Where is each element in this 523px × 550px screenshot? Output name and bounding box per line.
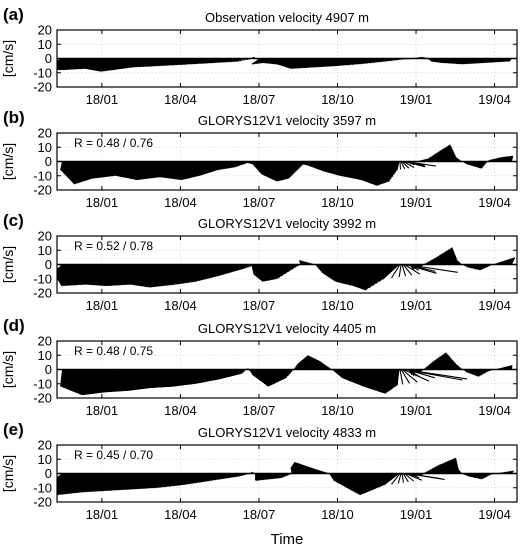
stick-vectors (57, 247, 516, 291)
x-tick-label: 18/01 (86, 92, 119, 107)
stick-series (57, 247, 516, 291)
y-tick-label: 0 (45, 257, 52, 272)
correlation-annotation: R = 0.45 / 0.70 (74, 448, 153, 462)
stick-series (60, 352, 513, 396)
panel-title: GLORYS12V1 velocity 3992 m (198, 216, 376, 231)
stick-vectors (60, 352, 513, 396)
y-axis-label: [cm/s] (0, 40, 16, 77)
stick-vectors (57, 457, 514, 496)
x-tick-label: 18/01 (86, 403, 119, 418)
x-tick-label: 18/01 (86, 195, 119, 210)
x-tick-label: 19/04 (478, 195, 511, 210)
y-tick-label: 20 (38, 126, 52, 141)
y-tick-label: -20 (33, 286, 52, 301)
x-tick-label: 18/07 (243, 507, 276, 522)
x-tick-label: 18/10 (321, 507, 354, 522)
x-tick-label: 19/04 (478, 92, 511, 107)
stick-series (57, 457, 514, 496)
panel-label: (d) (3, 316, 25, 335)
y-axis-label: [cm/s] (0, 455, 16, 492)
y-tick-label: 0 (45, 466, 52, 481)
y-tick-label: 20 (38, 334, 52, 349)
panel-title: GLORYS12V1 velocity 3597 m (198, 113, 376, 128)
y-tick-label: 10 (38, 140, 52, 155)
y-tick-label: 10 (38, 243, 52, 258)
y-tick-label: -20 (33, 183, 52, 198)
x-tick-label: 19/01 (400, 298, 433, 313)
y-axis-label: [cm/s] (0, 143, 16, 180)
y-tick-label: 10 (38, 348, 52, 363)
x-tick-label: 18/01 (86, 298, 119, 313)
y-axis-label: [cm/s] (0, 351, 16, 388)
panel-label: (c) (3, 211, 24, 230)
x-axis-label: Time (271, 531, 304, 548)
x-tick-label: 19/04 (478, 298, 511, 313)
y-tick-label: 10 (38, 452, 52, 467)
x-tick-label: 18/04 (164, 195, 197, 210)
x-tick-label: 18/07 (243, 298, 276, 313)
x-tick-label: 19/01 (400, 195, 433, 210)
x-tick-label: 18/04 (164, 403, 197, 418)
y-tick-label: -20 (33, 80, 52, 95)
correlation-annotation: R = 0.48 / 0.75 (74, 344, 153, 358)
y-tick-label: -10 (33, 480, 52, 495)
y-tick-label: 0 (45, 362, 52, 377)
panel-label: (e) (3, 420, 24, 439)
x-tick-label: 18/07 (243, 195, 276, 210)
stick-vectors (60, 144, 514, 186)
y-tick-label: 20 (38, 23, 52, 38)
x-tick-label: 18/01 (86, 507, 119, 522)
x-tick-label: 19/04 (478, 507, 511, 522)
correlation-annotation: R = 0.52 / 0.78 (74, 239, 153, 253)
x-tick-label: 18/04 (164, 507, 197, 522)
y-tick-label: 20 (38, 229, 52, 244)
x-tick-label: 18/07 (243, 403, 276, 418)
x-tick-label: 18/07 (243, 92, 276, 107)
y-tick-label: -10 (33, 168, 52, 183)
panel-label: (a) (3, 5, 24, 24)
y-tick-label: -10 (33, 271, 52, 286)
panel-label: (b) (3, 108, 25, 127)
x-tick-label: 18/04 (164, 92, 197, 107)
x-tick-label: 19/04 (478, 403, 511, 418)
panel-title: GLORYS12V1 velocity 4405 m (198, 321, 376, 336)
x-tick-label: 18/10 (321, 195, 354, 210)
x-tick-label: 19/01 (400, 403, 433, 418)
y-tick-label: 0 (45, 51, 52, 66)
x-tick-label: 18/10 (321, 403, 354, 418)
y-tick-label: 0 (45, 154, 52, 169)
panel-title: GLORYS12V1 velocity 4833 m (198, 425, 376, 440)
y-axis-label: [cm/s] (0, 246, 16, 283)
y-tick-label: -20 (33, 391, 52, 406)
x-tick-label: 18/10 (321, 298, 354, 313)
y-tick-label: -10 (33, 376, 52, 391)
y-tick-label: 10 (38, 37, 52, 52)
correlation-annotation: R = 0.48 / 0.76 (74, 136, 153, 150)
y-tick-label: 20 (38, 438, 52, 453)
x-tick-label: 19/01 (400, 92, 433, 107)
x-tick-label: 19/01 (400, 507, 433, 522)
panel-title: Observation velocity 4907 m (205, 10, 369, 25)
stick-series (60, 144, 514, 186)
y-tick-label: -10 (33, 65, 52, 80)
y-tick-label: -20 (33, 495, 52, 510)
x-tick-label: 18/10 (321, 92, 354, 107)
x-tick-label: 18/04 (164, 298, 197, 313)
